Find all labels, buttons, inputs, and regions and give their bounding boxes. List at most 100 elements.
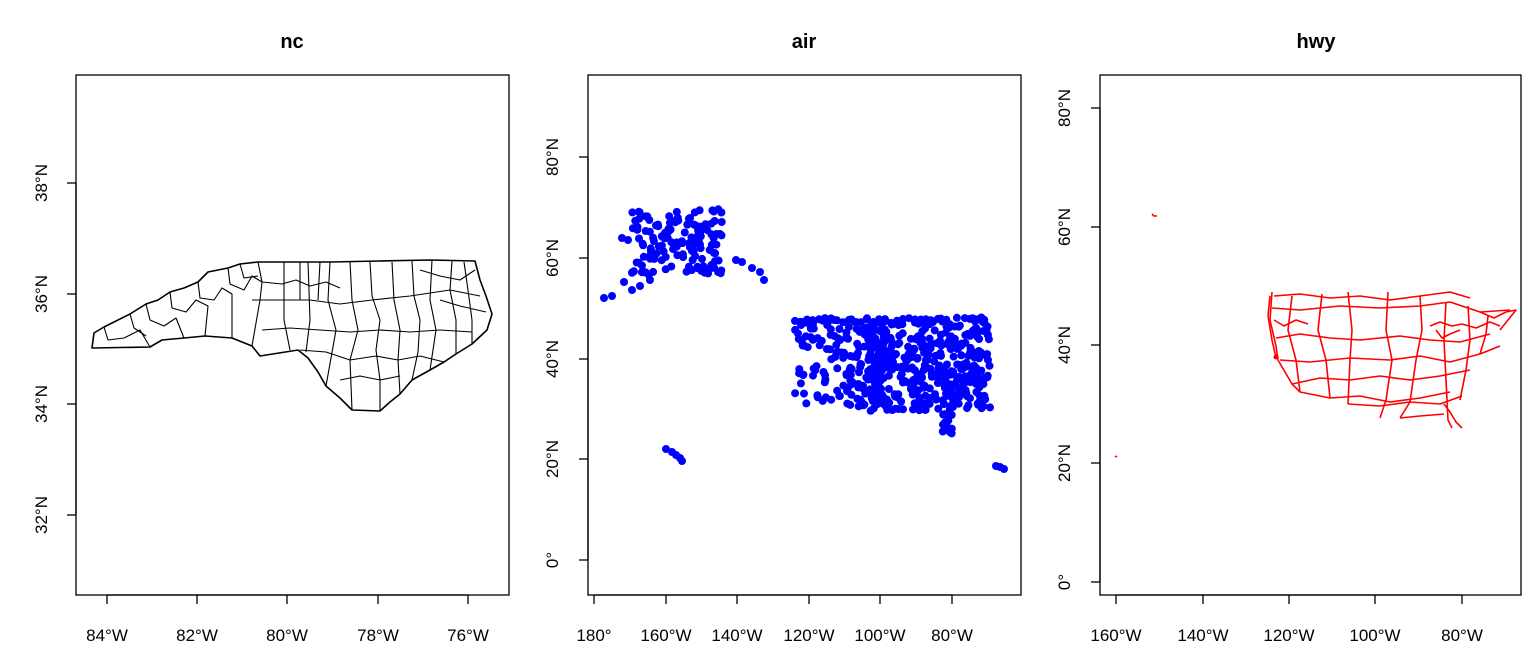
airport-point (667, 262, 676, 271)
airport-point (923, 316, 931, 325)
airport-point (795, 365, 804, 374)
airport-point (955, 374, 964, 383)
airport-point (889, 358, 897, 367)
airport-point (867, 330, 876, 339)
airport-point (973, 333, 982, 342)
panel-title-air: air (792, 31, 817, 53)
airport-point (654, 242, 663, 251)
airport-point (710, 217, 719, 225)
airport-point (882, 347, 891, 356)
airport-point (893, 363, 902, 372)
airport-point (634, 258, 643, 267)
airport-point (851, 318, 859, 327)
airport-point (620, 278, 628, 286)
airport-point (645, 227, 654, 236)
airport-point (980, 391, 989, 400)
nc-state-map (91, 259, 493, 412)
airport-point (688, 256, 697, 265)
airport-point (855, 343, 864, 352)
airport-point (646, 276, 654, 284)
airport-point (708, 206, 717, 215)
airport-point (884, 385, 893, 393)
airport-point (877, 366, 886, 375)
airport-point (659, 247, 668, 256)
airport-point (827, 314, 835, 323)
airport-point (629, 267, 638, 276)
airport-point (866, 349, 875, 358)
airport-point (946, 345, 955, 354)
airport-point (738, 258, 746, 266)
airport-point (966, 394, 974, 403)
airport-point (869, 363, 878, 372)
airport-point (689, 220, 698, 229)
airport-point (842, 370, 851, 378)
airport-point (863, 314, 871, 323)
airport-point (977, 348, 985, 357)
y-tick-label: 38°N (32, 164, 51, 202)
airport-point (672, 207, 681, 216)
airport-point (639, 252, 648, 261)
airport-point (941, 379, 950, 388)
airport-point (835, 392, 844, 400)
airport-point (966, 345, 975, 354)
airport-point (635, 208, 644, 217)
x-tick-label: 76°W (447, 626, 489, 645)
airport-point (827, 395, 836, 404)
airport-point (833, 364, 842, 373)
plot-frame-nc (75, 74, 510, 596)
airport-point (695, 206, 704, 215)
airport-point (820, 378, 829, 387)
airport-point (843, 399, 852, 408)
y-tick-label: 34°N (32, 385, 51, 423)
airport-point (794, 334, 803, 343)
airport-point (866, 385, 874, 394)
airport-point (635, 214, 644, 223)
airport-point (835, 325, 844, 333)
airport-point (1000, 465, 1008, 473)
airport-point (813, 393, 822, 402)
y-tick-label: 0° (543, 552, 562, 568)
airport-point (909, 405, 917, 414)
panel-air: air 180° 160°W 140°W 120°W 100°W 80°W (543, 31, 1022, 645)
airport-point (847, 365, 856, 374)
airport-point (977, 366, 986, 375)
airport-point (839, 381, 848, 390)
highway-alaska (1151, 213, 1157, 217)
airport-point (911, 315, 919, 324)
y-tick-label: 32°N (32, 496, 51, 534)
airport-point (940, 365, 949, 374)
airport-point (809, 371, 817, 380)
airport-point (846, 376, 855, 385)
airport-point (921, 356, 930, 365)
airport-point (937, 341, 946, 350)
airport-point (890, 390, 899, 399)
airport-point (947, 429, 956, 438)
airport-point (922, 342, 931, 351)
airport-point (983, 322, 992, 331)
airport-point (798, 341, 807, 350)
airport-point (628, 208, 637, 217)
airport-point (857, 360, 866, 369)
airport-point (934, 404, 943, 413)
y-tick-label: 20°N (1055, 444, 1074, 482)
airport-point (918, 399, 927, 408)
airport-point (897, 370, 906, 378)
nc-county-lines (103, 259, 487, 411)
x-tick-label: 100°W (1349, 626, 1400, 645)
airport-point (871, 385, 880, 394)
airport-point (687, 233, 696, 242)
airport-point (636, 282, 644, 290)
x-tick-label: 120°W (783, 626, 834, 645)
airport-point (679, 253, 688, 262)
x-tick-labels-air: 180° 160°W 140°W 120°W 100°W 80°W (576, 626, 972, 645)
y-tick-label: 36°N (32, 275, 51, 313)
airport-point (860, 330, 869, 339)
airport-point (983, 330, 992, 339)
airport-point (950, 334, 959, 343)
airport-point (933, 379, 942, 387)
airport-point (985, 361, 994, 370)
x-tick-label: 82°W (176, 626, 218, 645)
airport-point (961, 386, 970, 395)
airport-point (963, 329, 972, 338)
